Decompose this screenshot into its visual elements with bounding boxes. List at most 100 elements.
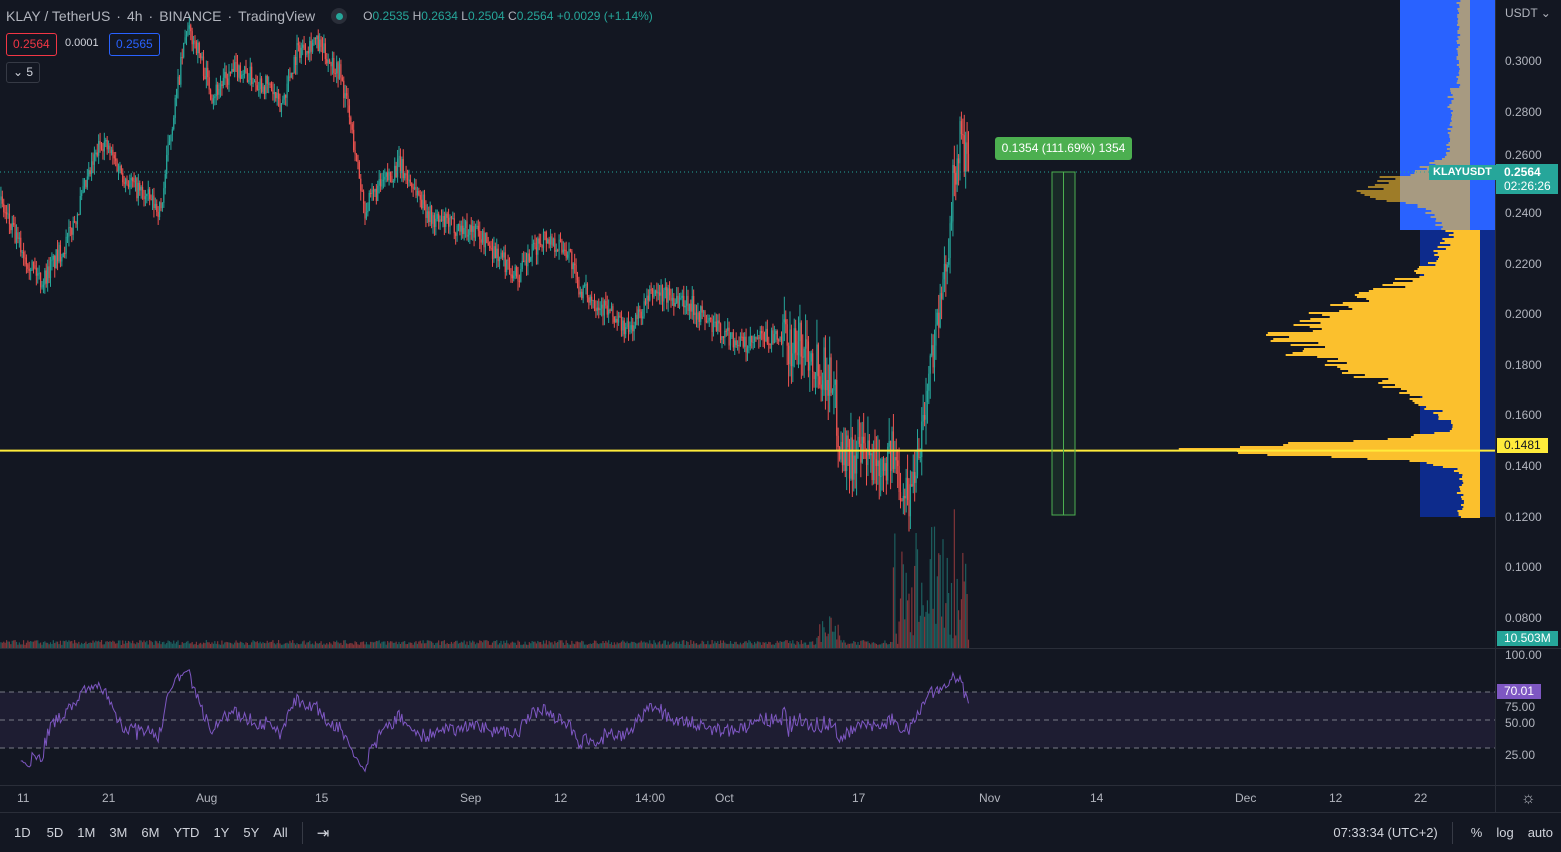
profile-row: [1317, 356, 1480, 358]
volume-bar: [532, 641, 535, 648]
profile-row: [1266, 334, 1480, 336]
profile-row: [1426, 406, 1480, 408]
candle: [571, 251, 573, 270]
profile-row: [1457, 8, 1470, 10]
price-tick: 0.1600: [1505, 408, 1542, 423]
volume-bar: [447, 643, 450, 648]
candle: [816, 344, 818, 376]
profile-row: [1441, 222, 1470, 224]
profile-row: [1383, 188, 1470, 190]
volume-bar: [629, 643, 631, 648]
range-5d[interactable]: 5D: [46, 825, 64, 840]
volume-bar: [150, 641, 152, 648]
volume-bar: [775, 643, 777, 648]
candle: [772, 330, 774, 344]
settings-gear-icon[interactable]: ☼: [1521, 790, 1536, 807]
candle: [936, 312, 938, 325]
candle: [42, 284, 45, 287]
candle: [853, 455, 855, 480]
volume-bar: [831, 631, 834, 648]
buy-button[interactable]: 0.2565: [109, 33, 160, 56]
volume-bar: [967, 639, 970, 648]
profile-row: [1375, 198, 1470, 200]
goto-date-icon[interactable]: ⇥: [316, 824, 330, 842]
candle: [440, 219, 443, 222]
log-toggle[interactable]: log: [1496, 825, 1514, 840]
candle: [552, 238, 555, 246]
candle: [273, 91, 275, 95]
candle: [45, 270, 47, 284]
candle: [375, 188, 377, 201]
profile-row: [1354, 294, 1480, 296]
volume-bar: [406, 644, 409, 648]
volume-bar: [347, 644, 349, 648]
volume-bar: [793, 643, 795, 648]
volume-bar: [65, 640, 67, 648]
volume-bar: [37, 640, 39, 648]
volume-bar: [217, 641, 219, 648]
candle: [243, 66, 246, 75]
candle: [889, 441, 892, 471]
volume-bar: [504, 642, 506, 648]
volume-bar: [651, 644, 654, 648]
volume-bar: [829, 616, 831, 648]
candle: [719, 323, 722, 340]
range-all[interactable]: All: [273, 825, 288, 840]
clock[interactable]: 07:33:34 (UTC+2): [1333, 825, 1438, 840]
volume-bar: [877, 644, 879, 648]
range-1m[interactable]: 1M: [77, 825, 96, 840]
candle: [855, 453, 858, 474]
currency-select[interactable]: USDT ⌄: [1505, 6, 1551, 20]
chart-canvas[interactable]: [0, 0, 1561, 812]
profile-row: [1457, 16, 1470, 18]
profile-row: [1413, 434, 1480, 436]
candle: [480, 239, 482, 243]
volume-bar: [215, 643, 217, 648]
volume-bar: [627, 643, 630, 648]
volume-bar: [783, 641, 785, 648]
volume-bar: [661, 643, 664, 648]
range-3m[interactable]: 3M: [109, 825, 128, 840]
volume-bar: [426, 640, 428, 648]
volume-bar: [778, 642, 780, 648]
volume-bar: [858, 644, 861, 648]
auto-toggle[interactable]: auto: [1527, 825, 1553, 840]
price-tick: 0.3000: [1505, 54, 1542, 68]
volume-bar: [790, 643, 793, 648]
candle: [803, 348, 805, 358]
volume-bar: [899, 598, 902, 648]
range-1d[interactable]: 1D: [14, 825, 31, 840]
volume-bar: [738, 644, 740, 648]
candle: [953, 164, 955, 173]
percent-toggle[interactable]: %: [1470, 825, 1483, 840]
volume-bar: [231, 643, 233, 648]
range-ytd[interactable]: YTD: [173, 825, 200, 840]
candle: [472, 226, 474, 232]
candle: [269, 83, 271, 85]
candle: [252, 82, 254, 84]
range-6m[interactable]: 6M: [141, 825, 160, 840]
profile-row: [1461, 498, 1480, 500]
symbol-title[interactable]: KLAY / TetherUS: [6, 8, 111, 24]
sell-button[interactable]: 0.2564: [6, 33, 57, 56]
candle: [557, 249, 559, 251]
candle: [568, 249, 570, 255]
range-5y[interactable]: 5Y: [243, 825, 260, 840]
candle: [249, 66, 251, 80]
candle: [746, 347, 749, 353]
candle: [310, 40, 312, 52]
candle: [330, 62, 332, 67]
candle: [547, 239, 549, 244]
volume-bar: [86, 643, 88, 648]
interval[interactable]: 4h: [126, 8, 143, 24]
candle: [347, 95, 349, 106]
candle: [341, 77, 343, 81]
profile-row: [1457, 50, 1470, 52]
volume-bar: [766, 643, 768, 648]
volume-bar: [586, 644, 589, 648]
candle: [838, 446, 841, 460]
range-1y[interactable]: 1Y: [213, 825, 230, 840]
candle: [608, 309, 610, 315]
indicators-toggle[interactable]: ⌄ 5: [6, 62, 41, 83]
candle: [817, 344, 819, 377]
